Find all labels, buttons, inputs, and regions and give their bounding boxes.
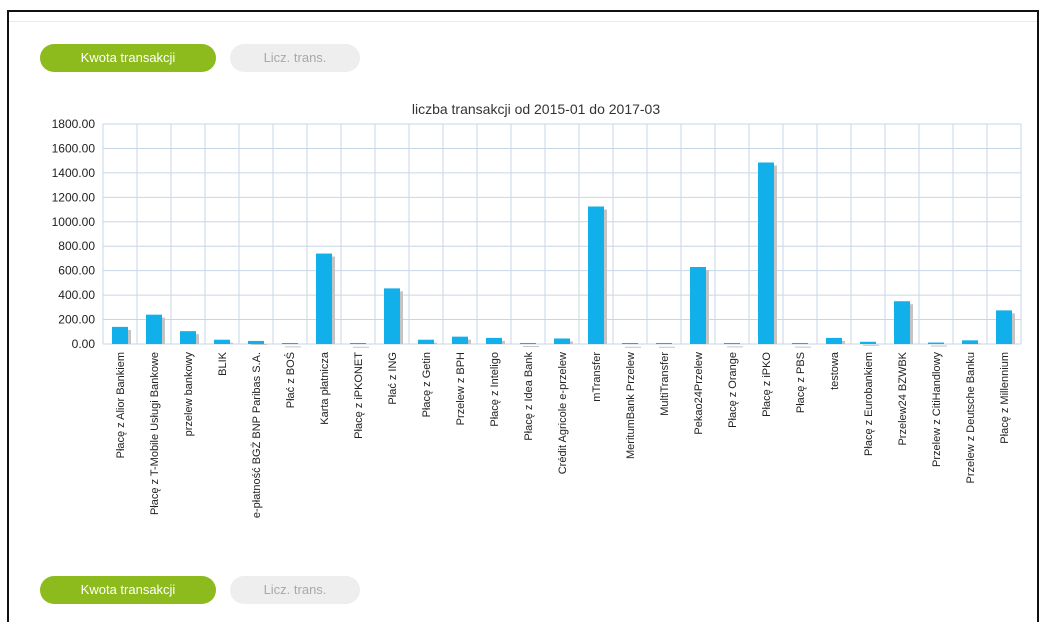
x-tick-label: MeritumBank Przelew [625, 352, 637, 459]
bar [452, 336, 468, 344]
x-tick-label: testowa [829, 351, 841, 390]
bar [894, 301, 910, 344]
x-tick-label: Płacę z Idea Bank [523, 352, 535, 441]
bar-shadow [251, 343, 267, 345]
bar-shadow [353, 346, 369, 348]
bar [350, 343, 366, 344]
top-divider [9, 21, 1037, 22]
x-axis-ticks: Płacę z Alior Bankiem Płacę z T-Mobile Us… [115, 351, 1011, 518]
x-tick-label: Płacę z T-Mobile Usługi Bankowe [149, 352, 161, 515]
bar-shadow [863, 344, 879, 346]
bar [588, 206, 604, 344]
tab-licz-trans[interactable]: Licz. trans. [230, 44, 360, 72]
bar [316, 253, 332, 344]
bar-shadow [523, 346, 539, 348]
x-tick-label: mTransfer [591, 352, 603, 402]
x-tick-label: Przelew24 BZWBK [897, 351, 909, 445]
x-tick-label: BLIK [217, 351, 229, 376]
x-tick-label: Płać z ING [387, 352, 399, 405]
bar [282, 343, 298, 344]
y-tick-label: 800.00 [58, 239, 95, 253]
metric-tabs-bottom: Kwota transakcji Licz. trans. [40, 576, 360, 604]
x-tick-label: Płać z BOŚ [284, 352, 297, 408]
x-tick-label: Płacę z Alior Bankiem [115, 352, 127, 458]
tab-kwota-transakcji[interactable]: Kwota transakcji [40, 44, 216, 72]
x-tick-label: e-płatność BGŻ BNP Paribas S.A. [250, 352, 263, 518]
x-tick-label: Płacę z Getin [421, 352, 433, 417]
y-tick-label: 600.00 [58, 264, 95, 278]
x-tick-label: Płacę z PBS [795, 352, 807, 413]
x-tick-label: Crédit Agricole e-przelew [557, 352, 569, 474]
x-tick-label: Płacę z Millennium [999, 352, 1011, 444]
bar [622, 343, 638, 344]
bar-shadow [625, 346, 641, 348]
bar [860, 341, 876, 344]
bar [486, 337, 502, 344]
y-tick-label: 1200.00 [52, 190, 96, 204]
bar [520, 343, 536, 344]
x-tick-label: Płacę z iPKO [761, 352, 773, 417]
y-tick-label: 0.00 [72, 337, 96, 351]
y-axis-ticks: 1800.00 1600.00 1400.00 1200.00 1000.00 800.0… [52, 117, 96, 351]
chart-title: liczba transakcji od 2015-01 do 2017-03 [412, 101, 660, 117]
content-frame [7, 10, 1039, 622]
x-tick-label: przelew bankowy [183, 352, 195, 437]
bar-shadow [727, 346, 743, 348]
bar [724, 343, 740, 344]
bar [418, 339, 434, 344]
bar [554, 338, 570, 344]
bar [656, 343, 672, 344]
bar-shadow [285, 346, 301, 348]
x-tick-label: Płacę z Eurobankiem [863, 352, 875, 456]
chart-bars [112, 162, 1015, 348]
y-tick-label: 1400.00 [52, 166, 96, 180]
transactions-bar-chart: liczba transakcji od 2015-01 do 2017-03 … [52, 101, 1022, 518]
x-tick-label: Przelew z Deutsche Banku [965, 352, 977, 483]
x-tick-label: Karta płatnicza [319, 351, 331, 425]
bar [826, 337, 842, 344]
bar [928, 342, 944, 344]
bar [248, 340, 264, 344]
x-tick-label: Pekao24Przelew [693, 352, 705, 435]
bar [214, 339, 230, 344]
y-tick-label: 1600.00 [52, 141, 96, 155]
bar [996, 310, 1012, 344]
chart-grid [102, 123, 1022, 345]
y-tick-label: 200.00 [58, 313, 95, 327]
tab-kwota-transakcji-bottom[interactable]: Kwota transakcji [40, 576, 216, 604]
bar [112, 326, 128, 344]
bar-shadow [931, 345, 947, 347]
bar [384, 288, 400, 344]
x-tick-label: MultiTransfer [659, 352, 671, 416]
bar [758, 162, 774, 344]
metric-tabs-top: Kwota transakcji Licz. trans. [40, 44, 360, 72]
y-tick-label: 400.00 [58, 288, 95, 302]
x-tick-label: Płacę z Inteligo [489, 352, 501, 427]
bar-shadow [795, 346, 811, 348]
x-tick-label: Przelew z BPH [455, 352, 467, 425]
bar [690, 267, 706, 344]
bar-shadow [659, 346, 675, 348]
x-tick-label: Płacę z Orange [727, 352, 739, 428]
bar [180, 331, 196, 344]
x-tick-label: Płacę z iPKONET [353, 352, 365, 439]
x-tick-label: Przelew z CitiHandlowy [931, 352, 943, 467]
bar [146, 314, 162, 344]
tab-licz-trans-bottom[interactable]: Licz. trans. [230, 576, 360, 604]
bar [792, 343, 808, 344]
y-tick-label: 1000.00 [52, 215, 96, 229]
bar [962, 340, 978, 344]
y-tick-label: 1800.00 [52, 117, 96, 131]
